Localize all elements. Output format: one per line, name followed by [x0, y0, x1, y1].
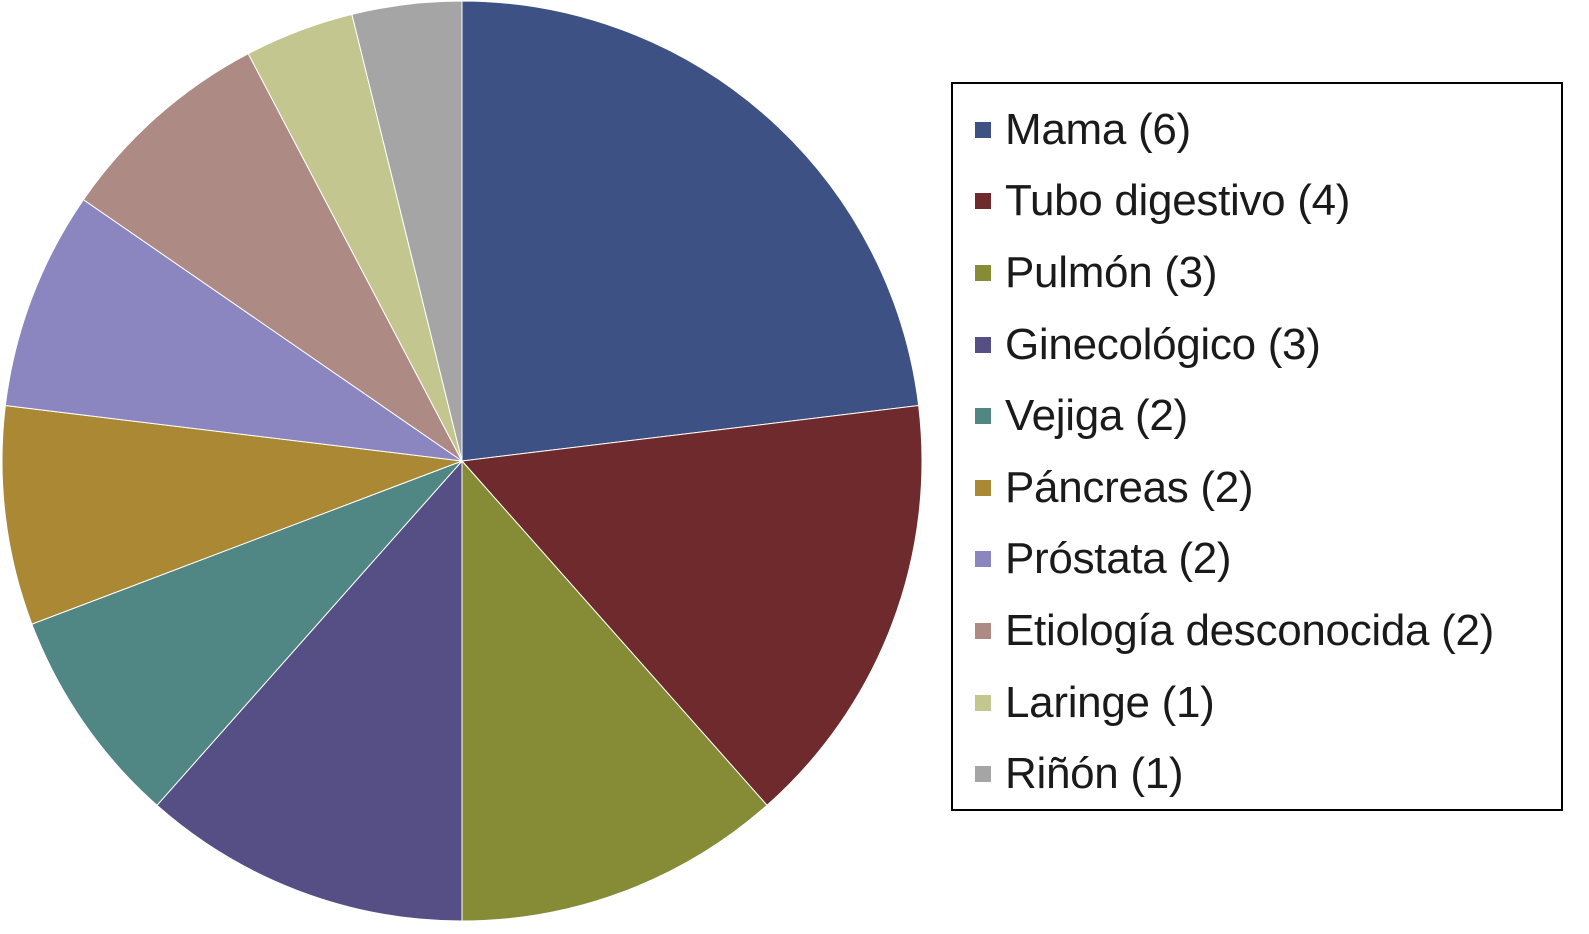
legend-item: Pulmón (3) — [975, 237, 1494, 309]
legend-swatch — [975, 408, 991, 425]
legend-item: Vejiga (2) — [975, 380, 1494, 452]
legend-item: Páncreas (2) — [975, 452, 1494, 524]
legend-item: Etiología desconocida (2) — [975, 595, 1494, 667]
pie-slice — [156, 459, 463, 922]
legend-list: Mama (6) Tubo digestivo (4) Pulmón (3) G… — [975, 94, 1494, 810]
legend-label: Páncreas (2) — [1005, 462, 1254, 512]
legend-label: Riñón (1) — [1005, 749, 1184, 799]
legend-item: Laringe (1) — [975, 667, 1494, 739]
legend-swatch — [975, 264, 991, 281]
legend-swatch — [975, 766, 991, 783]
legend-label: Mama (6) — [1005, 104, 1191, 154]
pie-slice — [1, 404, 463, 625]
legend-item: Próstata (2) — [975, 524, 1494, 596]
legend-label: Pulmón (3) — [1005, 247, 1218, 297]
legend-swatch — [975, 694, 991, 711]
legend-label: Etiología desconocida (2) — [1005, 605, 1495, 655]
legend-item: Mama (6) — [975, 94, 1494, 166]
legend-swatch — [975, 622, 991, 639]
legend-label: Tubo digestivo (4) — [1005, 176, 1351, 226]
legend: Mama (6) Tubo digestivo (4) Pulmón (3) G… — [951, 82, 1563, 811]
legend-swatch — [975, 479, 991, 496]
legend-label: Vejiga (2) — [1005, 391, 1188, 441]
pie-slice — [31, 460, 463, 807]
legend-item: Ginecológico (3) — [975, 309, 1494, 381]
pie-slice — [351, 0, 463, 462]
legend-swatch — [975, 121, 991, 138]
pie-plot-area — [1, 0, 923, 922]
legend-swatch — [975, 551, 991, 568]
legend-item: Tubo digestivo (4) — [975, 166, 1494, 238]
legend-swatch — [975, 193, 991, 210]
pie-slice — [460, 404, 923, 807]
legend-label: Laringe (1) — [1005, 677, 1215, 727]
legend-label: Próstata (2) — [1005, 534, 1232, 584]
legend-swatch — [975, 336, 991, 353]
pie-slice — [4, 198, 463, 462]
pie-slice — [82, 53, 463, 462]
legend-item: Riñón (1) — [975, 738, 1494, 810]
pie-slice — [461, 459, 768, 922]
pie-slice — [461, 0, 920, 462]
legend-label: Ginecológico (3) — [1005, 319, 1321, 369]
